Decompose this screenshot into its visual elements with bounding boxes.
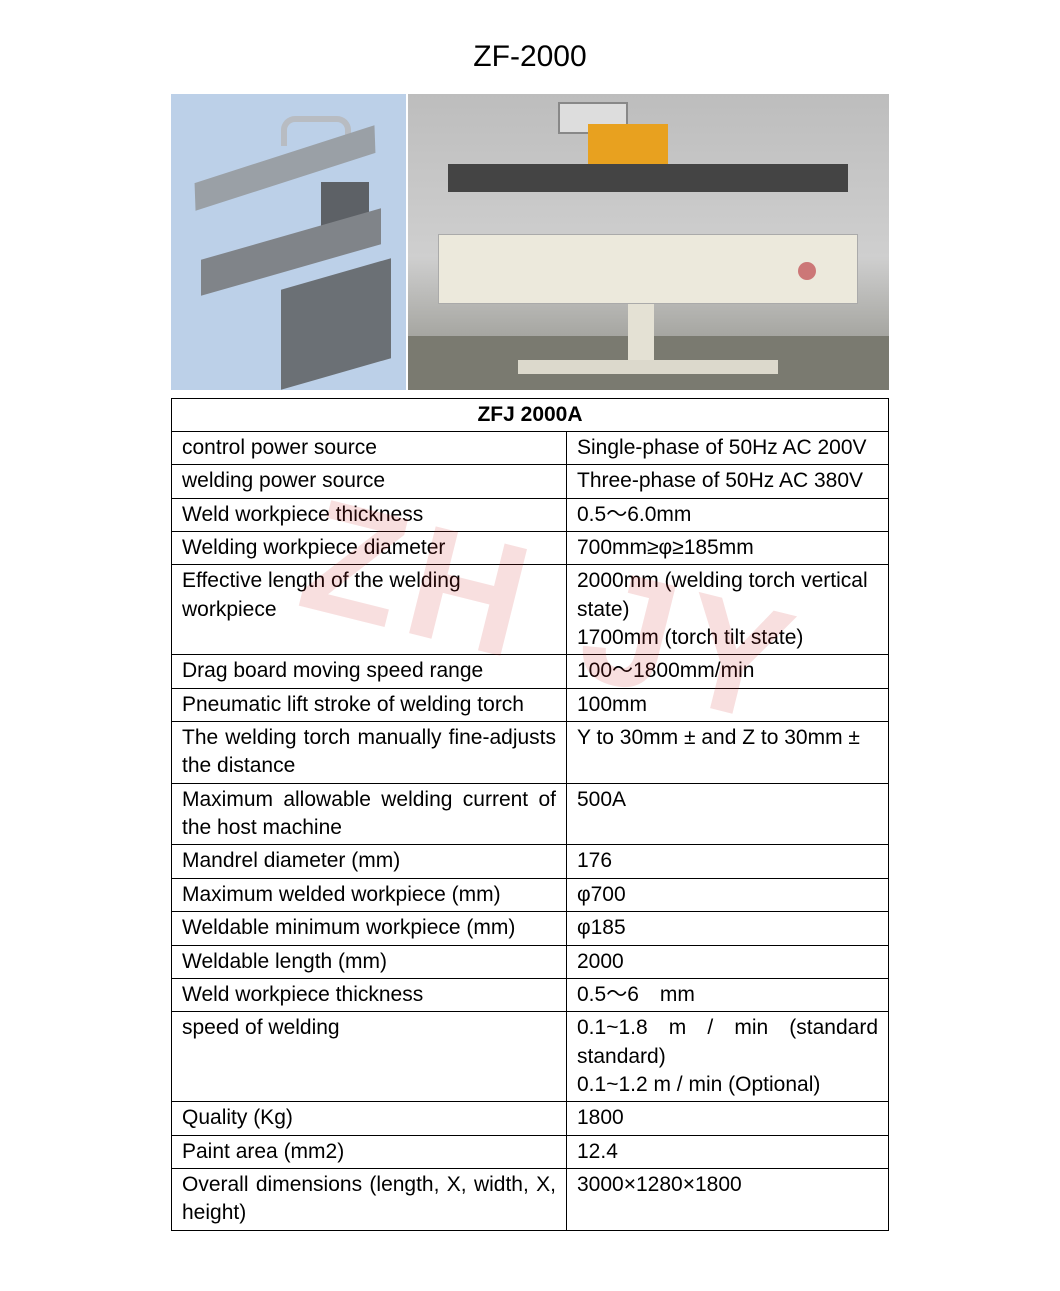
spec-value: 3000×1280×1800 — [567, 1168, 889, 1230]
table-row: Quality (Kg)1800 — [172, 1102, 889, 1135]
table-row: speed of welding0.1~1.8 m / min (standar… — [172, 1012, 889, 1102]
spec-label: Weldable length (mm) — [172, 945, 567, 978]
photo-body-shape — [438, 234, 858, 304]
machine-photo-image — [408, 94, 889, 390]
table-row: Maximum allowable welding current of the… — [172, 783, 889, 845]
cad-render-image — [171, 94, 406, 390]
table-row: Weld workpiece thickness0.5～6 mm — [172, 978, 889, 1011]
spec-value: 100mm — [567, 688, 889, 721]
spec-value: φ185 — [567, 912, 889, 945]
table-header: ZFJ 2000A — [172, 399, 889, 432]
image-strip — [171, 94, 889, 390]
spec-value: φ700 — [567, 878, 889, 911]
photo-foot-shape — [518, 360, 778, 374]
spec-value: 2000mm (welding torch vertical state) 17… — [567, 565, 889, 655]
spec-label: control power source — [172, 432, 567, 465]
table-row: Overall dimensions (length, X, width, X,… — [172, 1168, 889, 1230]
spec-value: 500A — [567, 783, 889, 845]
spec-label: Maximum allowable welding current of the… — [172, 783, 567, 845]
table-row: Weldable minimum workpiece (mm)φ185 — [172, 912, 889, 945]
spec-value: Y to 30mm ± and Z to 30mm ± — [567, 722, 889, 784]
spec-label: speed of welding — [172, 1012, 567, 1102]
spec-value: 0.5～6.0mm — [567, 498, 889, 531]
spec-label: Weld workpiece thickness — [172, 498, 567, 531]
spec-label: Drag board moving speed range — [172, 655, 567, 688]
spec-value: 0.1~1.8 m / min (standard standard) 0.1~… — [567, 1012, 889, 1102]
spec-value: 12.4 — [567, 1135, 889, 1168]
table-row: The welding torch manually fine-adjusts … — [172, 722, 889, 784]
cad-base-shape — [281, 258, 391, 390]
spec-value: Single-phase of 50Hz AC 200V — [567, 432, 889, 465]
spec-label: Pneumatic lift stroke of welding torch — [172, 688, 567, 721]
table-row: Pneumatic lift stroke of welding torch10… — [172, 688, 889, 721]
spec-value: 2000 — [567, 945, 889, 978]
spec-label: Quality (Kg) — [172, 1102, 567, 1135]
spec-value: 176 — [567, 845, 889, 878]
photo-beam-shape — [448, 164, 848, 192]
table-row: Welding workpiece diameter700mm≥φ≥185mm — [172, 532, 889, 565]
spec-table: ZFJ 2000A control power sourceSingle-pha… — [171, 398, 889, 1231]
spec-label: Maximum welded workpiece (mm) — [172, 878, 567, 911]
photo-knob-shape — [798, 262, 816, 280]
table-row: Paint area (mm2)12.4 — [172, 1135, 889, 1168]
table-row: Weld workpiece thickness0.5～6.0mm — [172, 498, 889, 531]
page: ZF-2000 ZFJ 2000A control power sourceSi… — [0, 0, 1060, 1291]
spec-label: Overall dimensions (length, X, width, X,… — [172, 1168, 567, 1230]
table-row: Mandrel diameter (mm)176 — [172, 845, 889, 878]
spec-label: Weldable minimum workpiece (mm) — [172, 912, 567, 945]
spec-value: 100～1800mm/min — [567, 655, 889, 688]
table-row: Maximum welded workpiece (mm)φ700 — [172, 878, 889, 911]
spec-value: 0.5～6 mm — [567, 978, 889, 1011]
photo-column-shape — [628, 304, 654, 364]
spec-label: Weld workpiece thickness — [172, 978, 567, 1011]
table-row: Weldable length (mm)2000 — [172, 945, 889, 978]
table-header-row: ZFJ 2000A — [172, 399, 889, 432]
spec-label: The welding torch manually fine-adjusts … — [172, 722, 567, 784]
table-row: Effective length of the welding workpiec… — [172, 565, 889, 655]
spec-value: 1800 — [567, 1102, 889, 1135]
spec-label: Mandrel diameter (mm) — [172, 845, 567, 878]
spec-label: Welding workpiece diameter — [172, 532, 567, 565]
spec-label: Paint area (mm2) — [172, 1135, 567, 1168]
table-row: Drag board moving speed range100～1800mm/… — [172, 655, 889, 688]
spec-label: welding power source — [172, 465, 567, 498]
spec-value: Three-phase of 50Hz AC 380V — [567, 465, 889, 498]
table-row: welding power sourceThree-phase of 50Hz … — [172, 465, 889, 498]
spec-label: Effective length of the welding workpiec… — [172, 565, 567, 655]
table-row: control power sourceSingle-phase of 50Hz… — [172, 432, 889, 465]
page-title: ZF-2000 — [0, 40, 1060, 74]
spec-value: 700mm≥φ≥185mm — [567, 532, 889, 565]
